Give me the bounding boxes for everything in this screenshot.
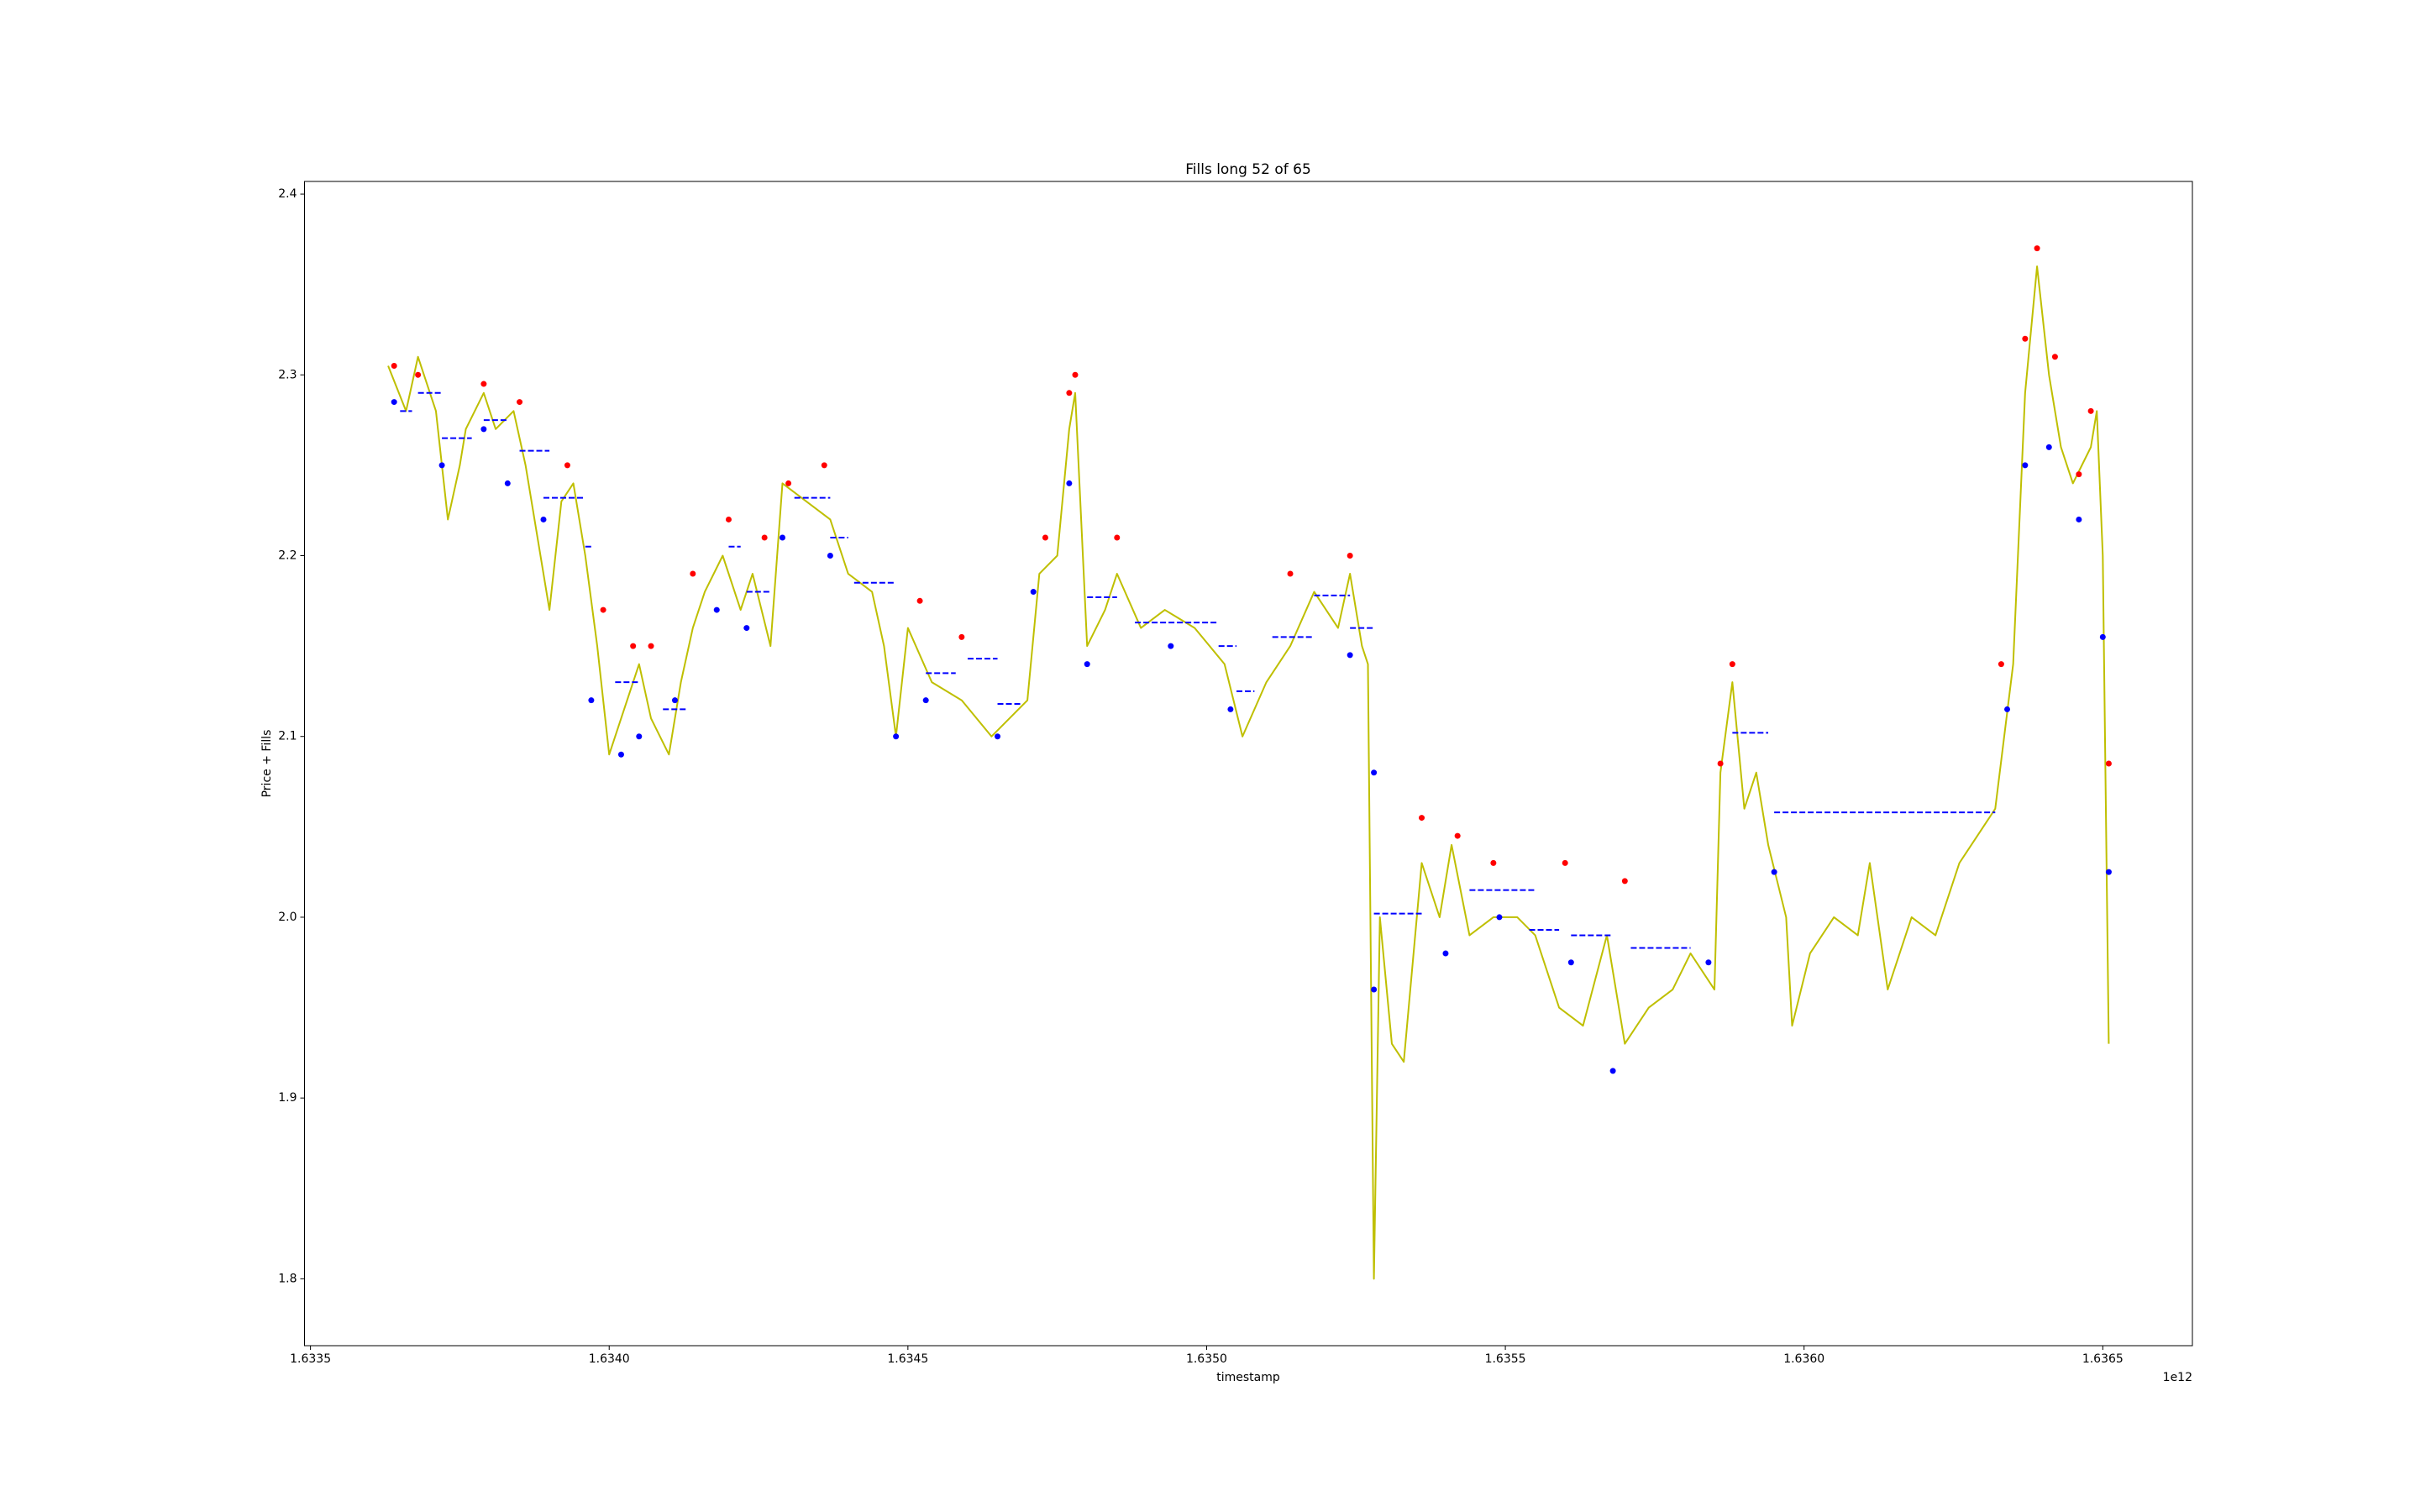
fill-marker bbox=[517, 399, 523, 406]
fill-marker bbox=[995, 733, 1001, 740]
fill-marker bbox=[540, 516, 547, 522]
y-tick-label: 2.2 bbox=[278, 549, 297, 563]
fill-marker bbox=[1072, 371, 1079, 378]
fill-marker bbox=[1490, 859, 1497, 866]
fill-marker bbox=[1287, 570, 1294, 577]
y-tick-label: 2.1 bbox=[278, 730, 297, 743]
price-line bbox=[387, 265, 2110, 1280]
fill-marker bbox=[1729, 661, 1735, 668]
fill-marker bbox=[821, 462, 827, 469]
fill-marker bbox=[1621, 878, 1628, 885]
y-tick-label: 2.0 bbox=[278, 911, 297, 924]
fill-marker bbox=[1168, 643, 1174, 649]
x-tick-label: 1.6365 bbox=[2082, 1352, 2124, 1366]
axes-frame bbox=[304, 181, 2193, 1347]
fill-marker bbox=[617, 751, 624, 758]
fill-marker bbox=[391, 399, 397, 406]
y-tick-label: 1.9 bbox=[278, 1091, 297, 1105]
fill-marker bbox=[1771, 869, 1777, 875]
fill-marker bbox=[1066, 390, 1073, 396]
y-tick-label: 2.3 bbox=[278, 368, 297, 381]
fill-marker bbox=[588, 697, 595, 704]
fill-marker bbox=[600, 606, 606, 613]
fill-marker bbox=[761, 534, 768, 541]
fill-marker bbox=[636, 733, 643, 740]
fill-marker bbox=[564, 462, 570, 469]
x-tick-label: 1.6355 bbox=[1485, 1352, 1526, 1366]
fill-marker bbox=[958, 633, 965, 640]
y-tick-label: 2.4 bbox=[278, 187, 297, 201]
fill-marker bbox=[1030, 589, 1037, 596]
y-tick-label: 1.8 bbox=[278, 1272, 297, 1285]
fill-marker bbox=[2034, 245, 2040, 252]
plot-area bbox=[387, 245, 2112, 1280]
x-tick-label: 1.6340 bbox=[589, 1352, 630, 1366]
fill-marker bbox=[2022, 335, 2029, 342]
fill-marker bbox=[1347, 553, 1353, 559]
x-axis-label: timestamp bbox=[1216, 1371, 1280, 1384]
fill-marker bbox=[2051, 354, 2058, 360]
fill-marker bbox=[415, 371, 422, 378]
fill-marker bbox=[2105, 869, 2112, 875]
fill-marker bbox=[1419, 815, 1425, 822]
fill-marker bbox=[1496, 914, 1503, 921]
fill-marker bbox=[779, 534, 785, 541]
fill-marker bbox=[480, 426, 487, 433]
fill-marker bbox=[1562, 859, 1568, 866]
fill-marker bbox=[2105, 760, 2112, 767]
fill-marker bbox=[1371, 769, 1378, 776]
fill-marker bbox=[438, 462, 445, 469]
fill-marker bbox=[2004, 706, 2011, 712]
fill-marker bbox=[785, 480, 792, 486]
fill-marker bbox=[1227, 706, 1234, 712]
fill-marker bbox=[2022, 462, 2029, 469]
fill-marker bbox=[690, 570, 696, 577]
fill-marker bbox=[916, 597, 923, 604]
fill-marker bbox=[922, 697, 929, 704]
chart-title: Fills long 52 of 65 bbox=[1185, 161, 1311, 178]
fill-marker bbox=[1066, 480, 1073, 486]
fill-marker bbox=[1442, 950, 1449, 957]
fill-marker bbox=[1114, 534, 1121, 541]
fill-marker bbox=[725, 516, 732, 522]
y-axis-label: Price + Fills bbox=[260, 730, 274, 798]
fill-marker bbox=[1717, 760, 1724, 767]
fill-marker bbox=[2045, 444, 2052, 450]
fill-marker bbox=[2076, 516, 2082, 522]
fill-marker bbox=[1609, 1068, 1616, 1074]
fill-marker bbox=[827, 553, 833, 559]
fill-marker bbox=[1567, 959, 1574, 966]
fill-marker bbox=[713, 606, 720, 613]
fill-marker bbox=[1998, 661, 2004, 668]
x-tick-label: 1.6360 bbox=[1783, 1352, 1824, 1366]
x-tick-label: 1.6335 bbox=[290, 1352, 331, 1366]
fill-marker bbox=[2087, 407, 2094, 414]
fill-marker bbox=[1042, 534, 1048, 541]
fill-marker bbox=[504, 480, 511, 486]
fill-marker bbox=[2099, 633, 2106, 640]
fill-marker bbox=[1371, 986, 1378, 993]
fill-marker bbox=[1347, 652, 1353, 659]
fill-marker bbox=[1454, 832, 1461, 839]
fill-marker bbox=[671, 697, 678, 704]
x-tick-label: 1.6350 bbox=[1186, 1352, 1227, 1366]
fill-marker bbox=[391, 363, 397, 370]
x-tick-label: 1.6345 bbox=[887, 1352, 928, 1366]
fill-marker bbox=[2076, 471, 2082, 478]
fill-marker bbox=[630, 643, 637, 649]
fill-marker bbox=[743, 625, 750, 632]
fill-marker bbox=[480, 381, 487, 387]
fill-marker bbox=[1084, 661, 1090, 668]
fill-marker bbox=[648, 643, 654, 649]
fill-marker bbox=[893, 733, 900, 740]
x-offset-label: 1e12 bbox=[2163, 1371, 2192, 1384]
fill-marker bbox=[1705, 959, 1712, 966]
